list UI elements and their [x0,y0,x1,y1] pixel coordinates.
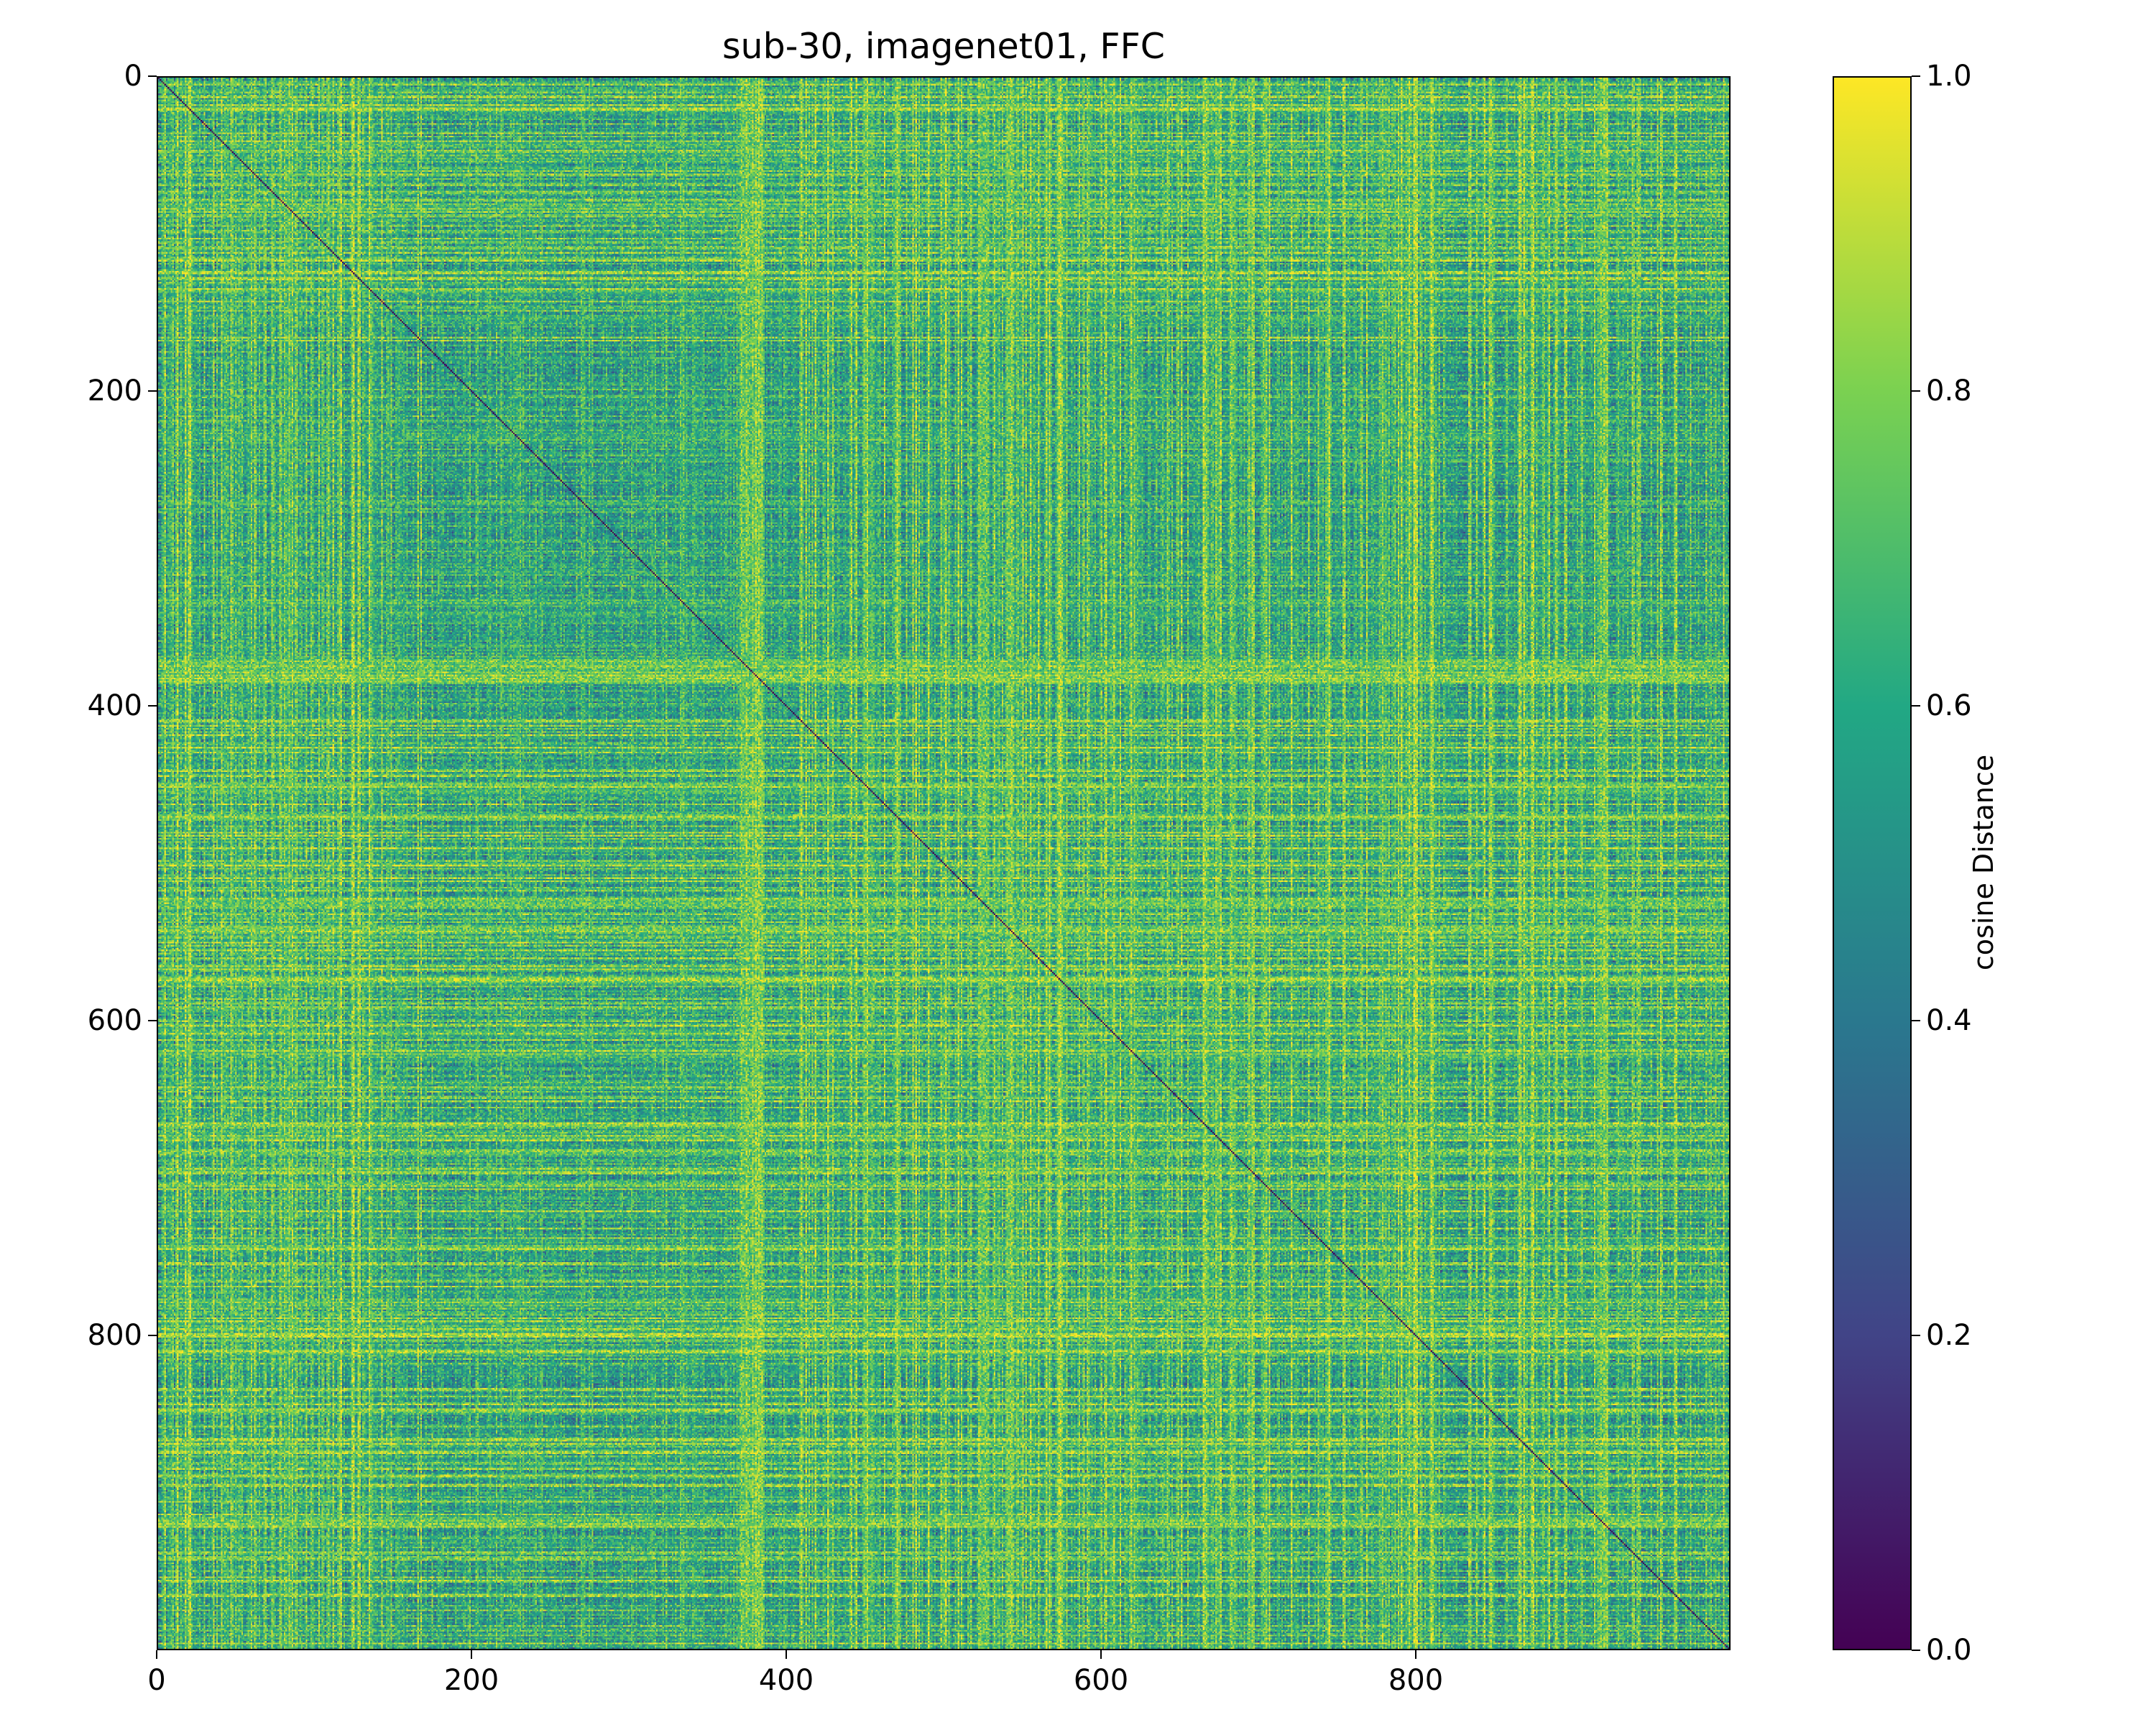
x-tick [1100,1650,1102,1659]
colorbar [1833,76,1912,1650]
colorbar-tick [1912,75,1920,77]
chart-title: sub-30, imagenet01, FFC [722,26,1165,67]
colorbar-tick-label: 0.6 [1926,689,1972,722]
x-tick [1415,1650,1416,1659]
colorbar-tick-label: 0.8 [1926,374,1972,408]
colorbar-tick-label: 1.0 [1926,60,1972,93]
y-tick-label: 800 [87,1319,142,1352]
colorbar-tick [1912,390,1920,392]
colorbar-tick-label: 0.0 [1926,1634,1972,1667]
x-tick-label: 0 [147,1664,166,1697]
y-tick [148,1020,157,1021]
colorbar-tick-label: 0.2 [1926,1319,1972,1352]
colorbar-tick [1912,1335,1920,1336]
colorbar-tick [1912,705,1920,707]
colorbar-tick [1912,1020,1920,1021]
y-tick-label: 600 [87,1004,142,1037]
y-tick-label: 200 [87,374,142,408]
x-tick-label: 400 [758,1664,814,1697]
x-tick-label: 600 [1073,1664,1129,1697]
colorbar-label: cosine Distance [1968,754,1999,971]
y-tick [148,390,157,392]
x-tick-label: 800 [1388,1664,1444,1697]
y-tick [148,75,157,77]
y-tick-label: 400 [87,689,142,722]
colorbar-tick [1912,1650,1920,1651]
x-tick-label: 200 [443,1664,499,1697]
x-tick [786,1650,787,1659]
heatmap-plot-area [157,76,1731,1650]
x-tick [156,1650,157,1659]
y-tick [148,705,157,707]
colorbar-gradient [1834,78,1910,1649]
heatmap-image [158,78,1729,1649]
y-tick-label: 0 [124,60,142,93]
colorbar-tick-label: 0.4 [1926,1004,1972,1037]
x-tick [471,1650,472,1659]
y-tick [148,1335,157,1336]
